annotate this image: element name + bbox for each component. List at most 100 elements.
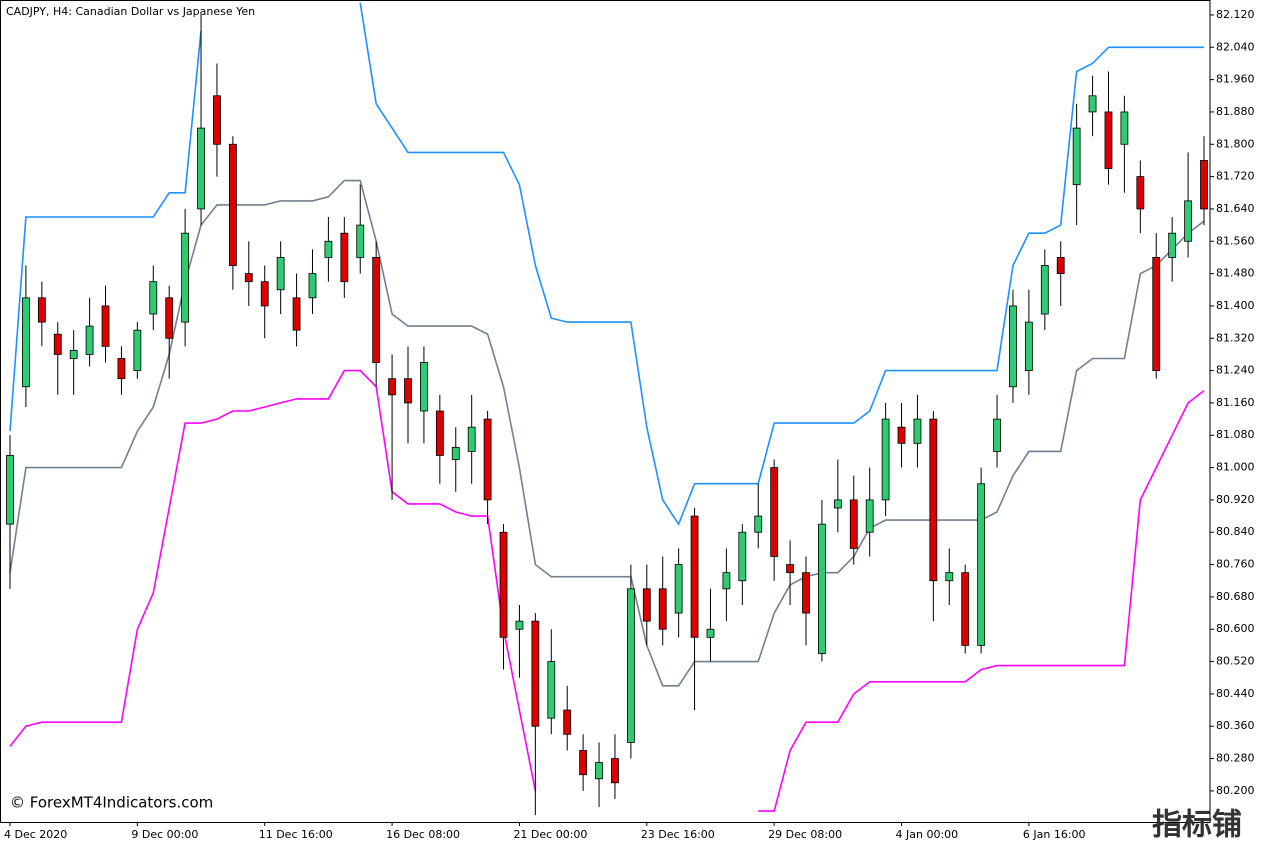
candle-body: [547, 661, 556, 719]
candle-body: [435, 410, 444, 456]
candle-body: [22, 297, 30, 388]
candle-body: [690, 515, 699, 638]
candle-body: [531, 620, 540, 727]
x-tick-label: 11 Dec 16:00: [259, 828, 333, 841]
candle-body: [308, 273, 317, 299]
candle-body: [1120, 111, 1129, 145]
y-tick-label: 80.200: [1216, 784, 1255, 797]
y-tick-label: 81.960: [1216, 73, 1255, 86]
candle-body: [1152, 257, 1161, 371]
candle-body: [181, 232, 190, 323]
candle-body: [213, 95, 221, 145]
y-tick-label: 81.640: [1216, 202, 1255, 215]
y-tick-label: 80.440: [1216, 687, 1255, 700]
y-tick-label: 81.880: [1216, 105, 1255, 118]
candle-body: [658, 588, 667, 630]
x-tick-label: 9 Dec 00:00: [131, 828, 198, 841]
y-tick-label: 81.560: [1216, 234, 1255, 247]
candle-body: [244, 273, 253, 283]
x-tick-label: 4 Dec 2020: [4, 828, 67, 841]
y-tick-label: 81.320: [1216, 331, 1255, 344]
candle-body: [626, 588, 635, 743]
y-tick-label: 80.680: [1216, 590, 1255, 603]
candle-body: [165, 297, 174, 339]
indicator-lines: [9, 2, 1205, 812]
watermark: © ForexMT4Indicators.com: [10, 794, 213, 812]
indicator-line: [9, 2, 1204, 526]
y-tick-label: 81.000: [1216, 461, 1255, 474]
y-tick-label: 80.280: [1216, 752, 1255, 765]
y-tick-label: 81.400: [1216, 299, 1255, 312]
candle-body: [929, 418, 938, 582]
candle-body: [802, 572, 810, 614]
y-tick-label: 80.760: [1216, 558, 1255, 571]
candle-body: [770, 467, 779, 557]
candle-body: [1136, 176, 1145, 210]
candle-body: [977, 483, 986, 646]
x-tick-label: 21 Dec 00:00: [513, 828, 587, 841]
candle-body: [515, 620, 524, 630]
candle-body: [372, 257, 381, 363]
axes: 82.120 82.040 81.960 81.880 81.800 81.720 81.6…: [4, 8, 1255, 841]
y-tick-label: 81.720: [1216, 170, 1255, 183]
x-tick-label: 29 Dec 08:00: [768, 828, 842, 841]
candle-body: [674, 564, 683, 614]
candle-body: [117, 358, 126, 380]
candle-body: [993, 418, 1001, 452]
y-tick-label: 80.520: [1216, 655, 1255, 668]
plot-frame: [0, 0, 1211, 823]
y-tick-label: 80.600: [1216, 622, 1255, 635]
candle-body: [340, 232, 349, 283]
candle-body: [1024, 321, 1033, 371]
candle-body: [388, 378, 396, 396]
candle-body: [324, 240, 333, 258]
candle-body: [818, 523, 826, 654]
y-tick-label: 81.240: [1216, 364, 1255, 377]
candle-body: [833, 499, 842, 509]
candle-body: [101, 305, 110, 347]
candle-body: [228, 143, 237, 266]
candle-body: [1200, 160, 1208, 210]
candle-body: [579, 750, 588, 776]
candle-body: [356, 224, 365, 258]
indicator-line: [9, 179, 1205, 687]
candle-body: [499, 531, 508, 638]
candle-body: [1072, 127, 1081, 186]
y-tick-label: 80.360: [1216, 719, 1255, 732]
x-tick-label: 4 Jan 00:00: [896, 828, 959, 841]
x-tick-label: 6 Jan 16:00: [1023, 828, 1086, 841]
candle-body: [881, 418, 890, 501]
candle-body: [53, 333, 62, 355]
candle-body: [1040, 265, 1049, 315]
candle-body: [961, 572, 970, 646]
candle-body: [1056, 257, 1065, 274]
candle-body: [85, 325, 94, 355]
y-tick-label: 81.160: [1216, 396, 1255, 409]
candle-body: [37, 297, 46, 323]
candle-body: [1104, 111, 1113, 169]
candle-body: [420, 362, 428, 412]
candle-body: [1088, 95, 1097, 113]
candles: [6, 14, 1208, 816]
candle-body: [897, 426, 906, 444]
y-tick-label: 81.480: [1216, 267, 1255, 280]
candle-body: [642, 588, 651, 622]
candle-body: [913, 418, 922, 444]
candle-body: [595, 762, 603, 780]
y-tick-label: 82.120: [1216, 8, 1255, 21]
chart-title: CADJPY, H4: Canadian Dollar vs Japanese …: [6, 5, 255, 18]
candle-body: [276, 257, 285, 291]
y-tick-label: 81.800: [1216, 137, 1255, 150]
candle-body: [786, 564, 794, 574]
corner-mark: 指标铺: [1152, 808, 1242, 843]
candle-body: [260, 281, 269, 307]
y-tick-label: 81.080: [1216, 428, 1255, 441]
candle-body: [563, 709, 572, 735]
x-tick-label: 23 Dec 16:00: [641, 828, 715, 841]
candle-body: [149, 281, 158, 315]
y-tick-label: 80.840: [1216, 525, 1255, 538]
candle-body: [1168, 232, 1177, 258]
candle-body: [133, 329, 142, 371]
